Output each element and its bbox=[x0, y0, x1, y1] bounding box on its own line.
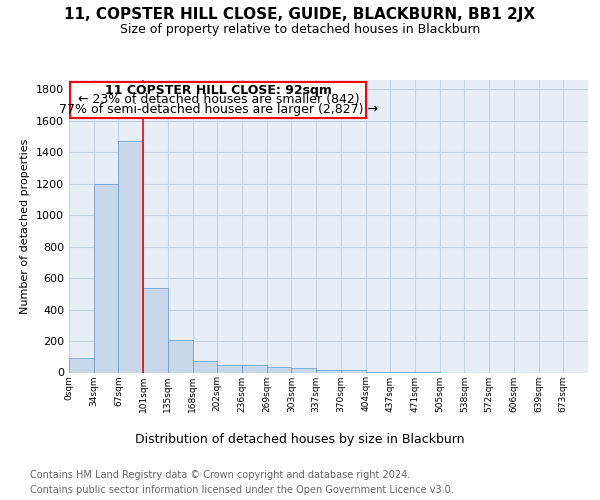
Bar bbox=[217, 364, 242, 372]
Y-axis label: Number of detached properties: Number of detached properties bbox=[20, 138, 31, 314]
Text: Size of property relative to detached houses in Blackburn: Size of property relative to detached ho… bbox=[120, 22, 480, 36]
Bar bbox=[69, 358, 94, 372]
Bar bbox=[168, 340, 193, 372]
Bar bbox=[143, 288, 168, 372]
Text: Contains public sector information licensed under the Open Government Licence v3: Contains public sector information licen… bbox=[30, 485, 454, 495]
Text: Distribution of detached houses by size in Blackburn: Distribution of detached houses by size … bbox=[135, 432, 465, 446]
Text: 11 COPSTER HILL CLOSE: 92sqm: 11 COPSTER HILL CLOSE: 92sqm bbox=[105, 84, 332, 96]
Bar bbox=[118, 142, 143, 372]
Bar bbox=[193, 362, 217, 372]
Text: Contains HM Land Registry data © Crown copyright and database right 2024.: Contains HM Land Registry data © Crown c… bbox=[30, 470, 410, 480]
Bar bbox=[292, 368, 316, 372]
Text: 11, COPSTER HILL CLOSE, GUIDE, BLACKBURN, BB1 2JX: 11, COPSTER HILL CLOSE, GUIDE, BLACKBURN… bbox=[64, 8, 536, 22]
Bar bbox=[94, 184, 118, 372]
Bar bbox=[316, 370, 341, 372]
Text: ← 23% of detached houses are smaller (842): ← 23% of detached houses are smaller (84… bbox=[77, 94, 359, 106]
Bar bbox=[341, 370, 365, 372]
Bar bbox=[242, 366, 267, 372]
Text: 77% of semi-detached houses are larger (2,827) →: 77% of semi-detached houses are larger (… bbox=[59, 104, 378, 117]
FancyBboxPatch shape bbox=[70, 82, 367, 118]
Bar bbox=[267, 367, 292, 372]
